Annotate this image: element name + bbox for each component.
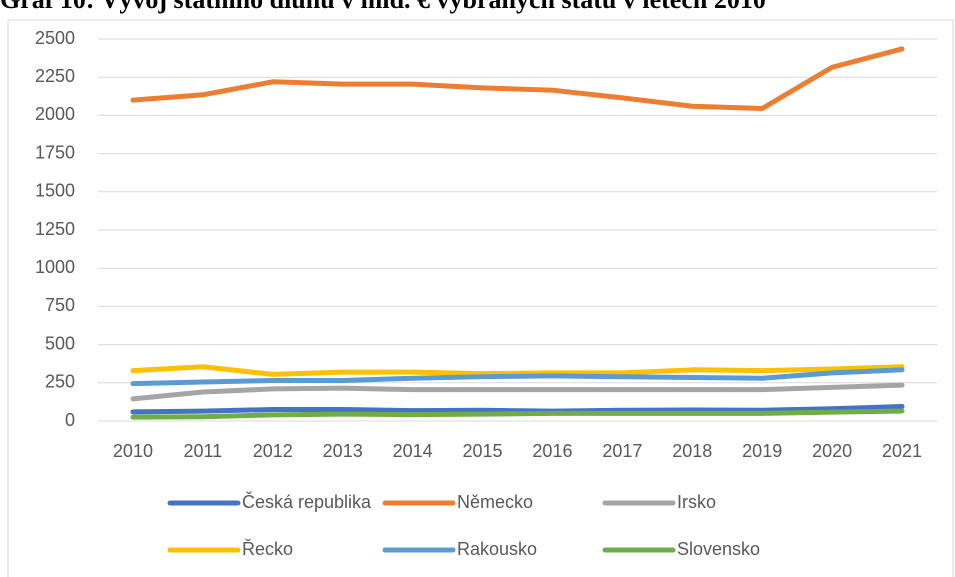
x-tick-label: 2016 (532, 441, 572, 461)
x-tick-label: 2011 (184, 441, 223, 461)
legend-label: Německo (457, 492, 533, 512)
x-tick-label: 2017 (602, 441, 642, 461)
y-tick-label: 0 (65, 410, 75, 430)
chart-title: Graf 10: Vývoj státního dluhu v mld. € v… (0, 0, 766, 14)
series-line (130, 403, 905, 415)
y-tick-label: 2250 (35, 66, 75, 86)
series-line (130, 46, 905, 112)
x-tick-label: 2013 (323, 441, 363, 461)
legend-label: Rakousko (457, 539, 537, 559)
series-line (130, 364, 905, 377)
series-line (130, 382, 905, 402)
y-tick-label: 1000 (35, 257, 75, 277)
y-tick-label: 500 (45, 333, 75, 353)
y-tick-label: 1500 (35, 181, 75, 201)
x-tick-label: 2015 (463, 441, 503, 461)
x-tick-label: 2014 (393, 441, 433, 461)
chart-border (7, 19, 954, 577)
legend-label: Slovensko (677, 539, 760, 559)
x-tick-label: 2019 (742, 441, 782, 461)
y-tick-label: 750 (45, 295, 75, 315)
x-tick-label: 2018 (672, 441, 712, 461)
y-tick-label: 1750 (35, 142, 75, 162)
x-tick-label: 2021 (882, 441, 922, 461)
y-tick-label: 2000 (35, 104, 75, 124)
y-tick-label: 2500 (35, 28, 75, 48)
x-tick-label: 2012 (253, 441, 293, 461)
series-line (130, 367, 905, 387)
x-tick-label: 2020 (812, 441, 852, 461)
legend-label: Česká republika (242, 491, 372, 512)
series-line (130, 408, 905, 420)
legend-label: Irsko (677, 492, 716, 512)
legend-label: Řecko (242, 539, 293, 559)
y-tick-label: 250 (45, 372, 75, 392)
x-tick-label: 2010 (113, 441, 153, 461)
y-tick-label: 1250 (35, 219, 75, 239)
